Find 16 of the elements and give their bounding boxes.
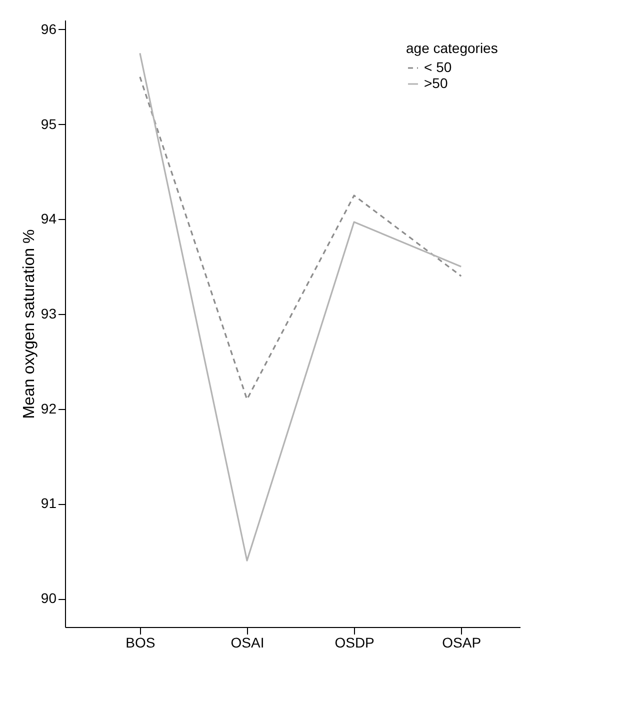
legend-title: age categories [406,40,498,56]
y-tick-label: 96 [40,20,57,37]
y-tick-label: 95 [40,116,57,132]
x-tick-label: OSAP [442,634,482,650]
y-axis-title: Mean oxygen saturation % [20,229,38,419]
y-tick-label: 92 [40,400,57,416]
y-tick-label: 90 [40,590,57,606]
legend-label: < 50 [424,59,452,75]
y-tick-label: 93 [40,306,57,322]
x-tick-label: OSAI [230,634,264,650]
x-tick-label: OSDP [334,634,374,650]
y-tick-label: 91 [40,495,57,512]
line-series [139,76,462,400]
y-tick-label: 94 [40,210,57,227]
legend-label: >50 [424,75,448,91]
x-tick-label: BOS [126,634,156,650]
